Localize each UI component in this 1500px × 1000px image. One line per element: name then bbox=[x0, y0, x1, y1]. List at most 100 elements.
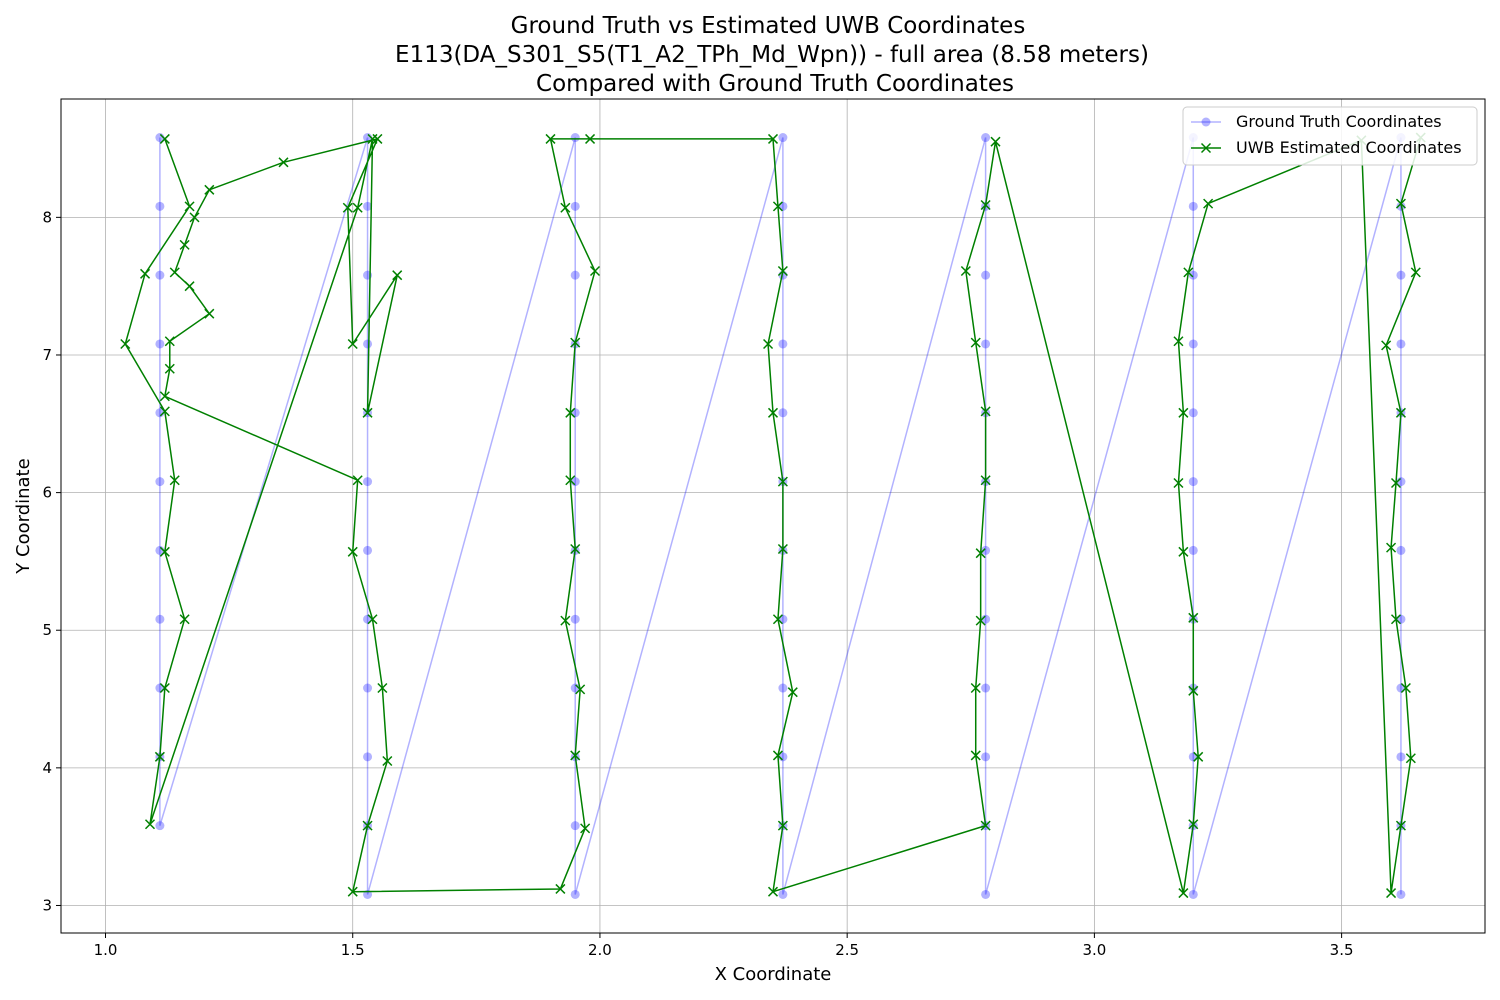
uwb-estimated-point bbox=[1390, 614, 1402, 625]
uwb-estimated-point bbox=[184, 201, 195, 212]
uwb-estimated-point bbox=[975, 615, 986, 626]
uwb-estimated-point bbox=[1395, 820, 1406, 831]
uwb-estimated-point bbox=[382, 755, 393, 767]
uwb-estimated-point bbox=[1381, 340, 1392, 351]
uwb-estimated-point bbox=[179, 614, 190, 625]
ground-truth-point bbox=[155, 614, 165, 624]
uwb-estimated-point bbox=[164, 363, 175, 374]
x-axis-label: X Coordinate bbox=[715, 964, 832, 985]
ground-truth-point bbox=[981, 889, 991, 899]
uwb-estimated-point bbox=[164, 336, 175, 347]
ground-truth-point bbox=[981, 339, 991, 349]
uwb-estimated-point bbox=[159, 682, 170, 694]
chart-title-line-3: Compared with Ground Truth Coordinates bbox=[536, 71, 1014, 97]
axis-ticks: 1.0 1.5 2.0 2.5 3.0 3.5 3 4 5 6 7 8 bbox=[42, 208, 1353, 959]
ground-truth-point bbox=[363, 477, 373, 487]
uwb-estimated-point bbox=[1410, 267, 1421, 278]
uwb-estimated-point bbox=[342, 202, 353, 213]
uwb-estimated-point bbox=[1193, 751, 1204, 762]
ground-truth-point bbox=[778, 408, 788, 418]
uwb-estimated-point bbox=[179, 239, 190, 250]
y-tick-label: 6 bbox=[42, 484, 52, 502]
ground-truth-point bbox=[1396, 545, 1406, 555]
ground-truth-point bbox=[1188, 270, 1198, 280]
ground-truth-point bbox=[778, 614, 788, 624]
uwb-estimated-point bbox=[367, 614, 378, 625]
ground-truth-point bbox=[1188, 752, 1198, 762]
uwb-estimated-point bbox=[204, 184, 215, 195]
uwb-estimated-point bbox=[1188, 612, 1199, 623]
ground-truth-point bbox=[570, 614, 580, 624]
ground-truth-point bbox=[570, 889, 580, 899]
uwb-estimated-point bbox=[1183, 267, 1194, 278]
ground-truth-point bbox=[363, 545, 373, 555]
uwb-estimated-point bbox=[1400, 682, 1411, 694]
ground-truth-point bbox=[363, 614, 373, 624]
uwb-estimated-point bbox=[570, 337, 581, 348]
ground-truth-point bbox=[155, 683, 165, 693]
ground-truth-point bbox=[155, 339, 165, 349]
uwb-estimated-point bbox=[159, 133, 170, 144]
uwb-estimated-point bbox=[970, 337, 981, 348]
uwb-estimated-point bbox=[362, 820, 373, 831]
legend-gt-label: Ground Truth Coordinates bbox=[1236, 112, 1442, 131]
uwb-estimated-point bbox=[1405, 753, 1416, 764]
uwb-estimated-point bbox=[1173, 336, 1184, 347]
uwb-estimated-point bbox=[545, 133, 556, 144]
uwb-estimated-point bbox=[159, 391, 170, 402]
uwb-estimated-point bbox=[960, 265, 971, 277]
chart-title-line-2: E113(DA_S301_S5(T1_A2_TPh_Md_Wpn)) - ful… bbox=[395, 42, 1149, 68]
x-tick-label: 3.5 bbox=[1330, 941, 1354, 959]
uwb-estimated-point bbox=[1188, 685, 1199, 696]
ground-truth-point bbox=[981, 683, 991, 693]
ground-truth-point bbox=[981, 545, 991, 555]
ground-truth-point bbox=[363, 201, 373, 211]
uwb-estimated-point bbox=[120, 338, 131, 350]
uwb-estimated-point bbox=[980, 199, 991, 211]
uwb-estimated-point bbox=[565, 475, 576, 486]
uwb-estimated-point bbox=[763, 338, 774, 350]
uwb-estimated-point bbox=[580, 823, 591, 834]
uwb-estimated-point bbox=[1386, 888, 1397, 899]
ground-truth-point bbox=[363, 683, 373, 693]
uwb-estimated-point bbox=[980, 475, 991, 486]
uwb-estimated-point bbox=[980, 820, 991, 831]
uwb-estimated-point bbox=[589, 265, 601, 277]
legend-uwb-label: UWB Estimated Coordinates bbox=[1236, 138, 1462, 157]
grid bbox=[61, 99, 1485, 933]
uwb-estimated-point bbox=[1395, 407, 1406, 418]
ground-truth-point bbox=[363, 752, 373, 762]
ground-truth-point bbox=[1188, 408, 1198, 418]
y-tick-label: 3 bbox=[42, 896, 52, 914]
ground-truth-point bbox=[570, 270, 580, 280]
ground-truth-point bbox=[155, 477, 165, 487]
ground-truth-point bbox=[778, 683, 788, 693]
uwb-estimated-point bbox=[347, 886, 358, 897]
uwb-estimated-point bbox=[169, 475, 180, 486]
ground-truth-point bbox=[981, 270, 991, 280]
ground-truth-point bbox=[155, 270, 165, 280]
uwb-estimated-point bbox=[787, 687, 798, 698]
uwb-estimated-point bbox=[377, 682, 388, 694]
uwb-estimated-point bbox=[362, 407, 373, 418]
uwb-estimated-point bbox=[1390, 477, 1402, 489]
ground-truth-point bbox=[570, 201, 580, 211]
uwb-estimated-point bbox=[1173, 477, 1184, 489]
uwb-estimated-point bbox=[154, 751, 165, 762]
ground-truth-point bbox=[778, 889, 788, 899]
uwb-estimated-point bbox=[970, 682, 981, 694]
uwb-estimated-point bbox=[278, 157, 289, 168]
ground-truth-point bbox=[778, 133, 788, 143]
ground-truth-point bbox=[981, 133, 991, 143]
uwb-estimated-point bbox=[1178, 407, 1189, 418]
y-axis-label: Y Coordinate bbox=[13, 458, 34, 574]
ground-truth-point bbox=[1188, 889, 1198, 899]
uwb-estimated-point bbox=[352, 475, 363, 486]
uwb-estimated-point bbox=[570, 750, 581, 761]
ground-truth-point bbox=[363, 339, 373, 349]
ground-truth-point bbox=[1188, 201, 1198, 211]
y-tick-label: 8 bbox=[42, 208, 52, 226]
uwb-estimated-point bbox=[560, 202, 571, 213]
x-tick-label: 2.5 bbox=[835, 941, 859, 959]
